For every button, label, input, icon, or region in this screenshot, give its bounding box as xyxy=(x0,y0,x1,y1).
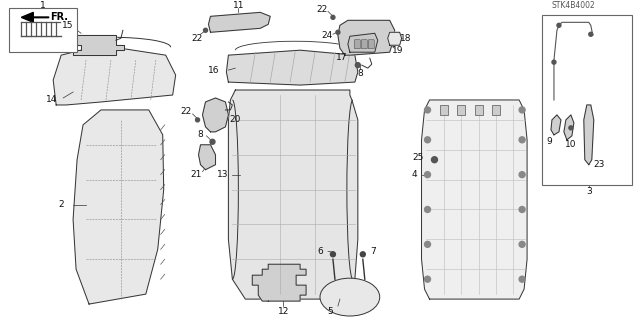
Text: 18: 18 xyxy=(400,34,412,43)
FancyBboxPatch shape xyxy=(10,8,77,52)
Polygon shape xyxy=(202,98,228,132)
Circle shape xyxy=(331,15,335,19)
Text: 10: 10 xyxy=(565,140,577,149)
Circle shape xyxy=(424,107,431,113)
Text: 22: 22 xyxy=(316,5,328,14)
FancyBboxPatch shape xyxy=(440,105,449,115)
Polygon shape xyxy=(338,20,395,55)
Circle shape xyxy=(589,32,593,36)
Text: 15: 15 xyxy=(62,21,74,30)
Text: 21: 21 xyxy=(190,170,201,179)
Text: 8: 8 xyxy=(198,130,204,139)
Circle shape xyxy=(424,172,431,178)
Polygon shape xyxy=(388,32,402,45)
Circle shape xyxy=(519,107,525,113)
Circle shape xyxy=(424,241,431,247)
FancyBboxPatch shape xyxy=(542,15,632,185)
Circle shape xyxy=(431,157,438,163)
Circle shape xyxy=(519,276,525,282)
Text: 14: 14 xyxy=(45,95,57,105)
Polygon shape xyxy=(348,33,378,52)
Polygon shape xyxy=(21,12,33,22)
Text: 17: 17 xyxy=(336,53,348,62)
Text: 1: 1 xyxy=(40,1,46,10)
Text: 23: 23 xyxy=(593,160,604,169)
Text: 5: 5 xyxy=(327,307,333,315)
Circle shape xyxy=(569,126,573,130)
Circle shape xyxy=(355,63,360,68)
Circle shape xyxy=(360,252,365,257)
Circle shape xyxy=(204,28,207,32)
Text: 22: 22 xyxy=(191,34,202,43)
Circle shape xyxy=(336,30,340,34)
Circle shape xyxy=(424,276,431,282)
Circle shape xyxy=(210,139,215,144)
Text: 22: 22 xyxy=(180,108,191,116)
Polygon shape xyxy=(73,110,164,304)
Text: 24: 24 xyxy=(321,31,333,40)
Text: 12: 12 xyxy=(278,307,289,315)
Polygon shape xyxy=(228,90,358,299)
Text: 7: 7 xyxy=(370,247,376,256)
Text: 19: 19 xyxy=(392,46,403,55)
FancyBboxPatch shape xyxy=(368,40,374,49)
Text: 20: 20 xyxy=(230,115,241,124)
FancyBboxPatch shape xyxy=(476,105,483,115)
Text: 3: 3 xyxy=(586,187,591,196)
Polygon shape xyxy=(53,45,175,105)
Text: 8: 8 xyxy=(357,69,363,78)
Polygon shape xyxy=(209,12,270,32)
Circle shape xyxy=(552,60,556,64)
Polygon shape xyxy=(551,115,561,135)
Circle shape xyxy=(424,206,431,212)
FancyBboxPatch shape xyxy=(362,40,367,49)
Polygon shape xyxy=(252,264,306,301)
Text: 11: 11 xyxy=(232,1,244,10)
Text: STK4B4002: STK4B4002 xyxy=(552,1,596,10)
FancyBboxPatch shape xyxy=(492,105,500,115)
FancyBboxPatch shape xyxy=(355,40,360,49)
Circle shape xyxy=(330,252,335,257)
Text: 16: 16 xyxy=(208,66,220,75)
Circle shape xyxy=(196,118,200,122)
Circle shape xyxy=(519,206,525,212)
FancyBboxPatch shape xyxy=(458,105,465,115)
Polygon shape xyxy=(564,115,574,140)
Polygon shape xyxy=(198,145,216,170)
Text: 25: 25 xyxy=(412,153,423,162)
Circle shape xyxy=(519,172,525,178)
Text: 4: 4 xyxy=(412,170,417,179)
Text: FR.: FR. xyxy=(50,12,68,22)
Circle shape xyxy=(557,23,561,27)
Circle shape xyxy=(424,137,431,143)
Text: 13: 13 xyxy=(217,170,228,179)
Text: 9: 9 xyxy=(546,137,552,146)
Ellipse shape xyxy=(320,278,380,316)
Circle shape xyxy=(519,137,525,143)
Polygon shape xyxy=(227,50,358,85)
Text: 6: 6 xyxy=(317,247,323,256)
Circle shape xyxy=(519,241,525,247)
Polygon shape xyxy=(584,105,594,165)
Polygon shape xyxy=(422,100,527,299)
Text: 2: 2 xyxy=(58,200,64,209)
Polygon shape xyxy=(73,35,124,55)
